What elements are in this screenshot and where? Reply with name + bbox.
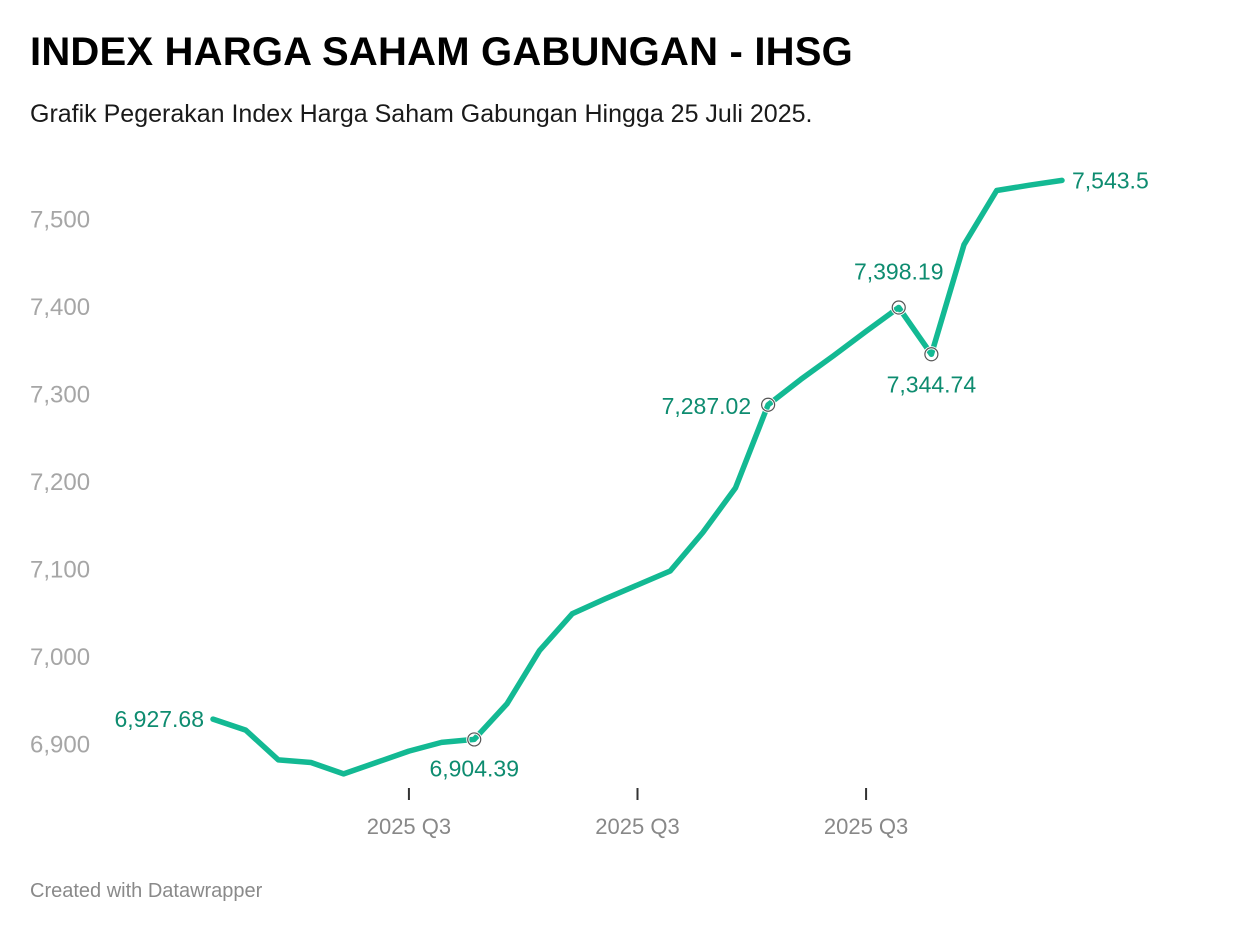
y-tick-label: 7,000 [30,644,90,671]
y-tick-label: 7,200 [30,469,90,496]
series-line [210,177,1065,777]
point-marker [761,397,776,412]
y-axis: 6,900 7,000 7,100 7,200 7,300 7,400 7,500 [30,206,90,758]
series-ihsg [210,177,1065,777]
x-tick-label: 2025 Q3 [367,814,451,839]
x-tick-label: 2025 Q3 [824,814,908,839]
y-tick-label: 7,300 [30,381,90,408]
point-marker [467,732,482,747]
point-marker [891,300,906,315]
point-marker [924,347,939,362]
x-tick-label: 2025 Q3 [595,814,679,839]
x-axis: 2025 Q3 2025 Q3 2025 Q3 [367,788,908,839]
data-label: 6,904.39 [429,755,519,781]
y-tick-label: 6,900 [30,731,90,758]
data-label: 7,398.19 [854,259,944,285]
footer-credit: Created with Datawrapper [30,880,263,902]
y-tick-label: 7,400 [30,294,90,321]
y-tick-label: 7,100 [30,556,90,583]
data-label: 7,287.02 [662,393,752,419]
chart-subtitle: Grafik Pegerakan Index Harga Saham Gabun… [30,100,813,128]
data-label: 6,927.68 [114,706,204,732]
data-label: 7,344.74 [887,371,977,397]
y-tick-label: 7,500 [30,206,90,233]
chart-title: INDEX HARGA SAHAM GABUNGAN - IHSG [30,30,853,74]
data-label: 7,543.5 [1072,167,1149,193]
annotations: 6,927.68 6,904.39 7,287.02 7,398.19 7,344.74… [112,165,1150,783]
